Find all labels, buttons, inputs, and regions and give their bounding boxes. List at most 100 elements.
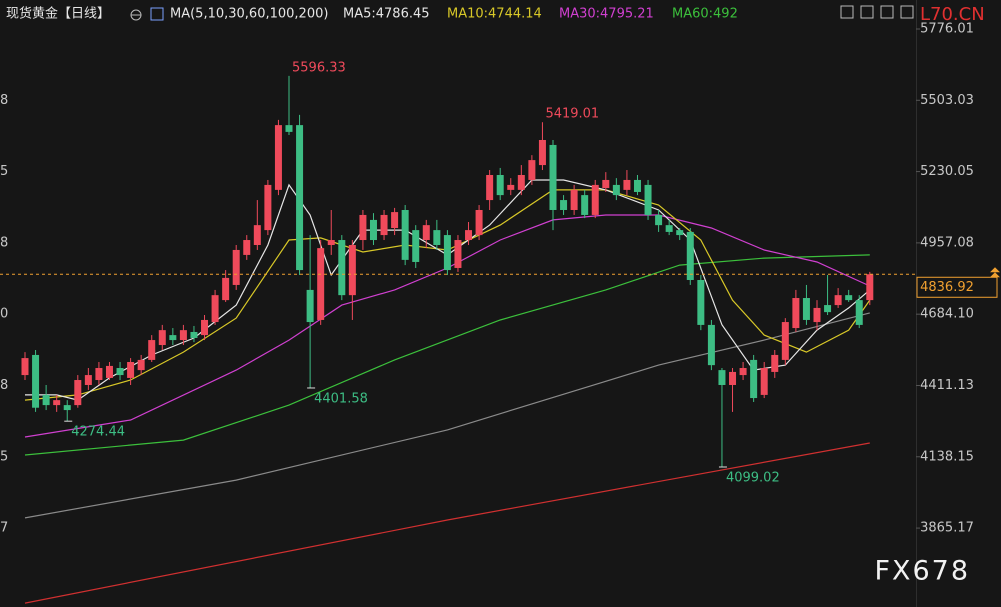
candle-body <box>834 295 842 306</box>
header-icons <box>130 5 914 21</box>
candle-body <box>74 380 82 406</box>
candle-body <box>211 295 219 323</box>
candle-body <box>222 277 230 301</box>
left-axis-fragment: 7 <box>0 521 8 536</box>
chart-title: 现货黄金【日线】 <box>6 6 110 22</box>
legend-entry: MA60:492 <box>672 7 738 22</box>
candle-body <box>676 230 684 236</box>
candle-body <box>443 235 451 271</box>
ma-line <box>24 254 870 456</box>
candle-body <box>42 394 50 406</box>
source-mark: L70.CN <box>920 4 985 25</box>
candle-body <box>348 244 356 296</box>
candle-body <box>454 240 462 268</box>
candle-body <box>380 214 388 236</box>
candle-body <box>824 305 832 313</box>
candle-body <box>53 400 61 406</box>
icon[interactable] <box>150 7 164 21</box>
candle-body <box>486 174 494 201</box>
toolbar-button[interactable] <box>840 5 854 19</box>
candle-body <box>697 279 705 325</box>
candle-body <box>369 219 377 241</box>
candle-body <box>21 358 29 376</box>
candle-body <box>560 200 568 210</box>
y-tick-label: 4957.08 <box>920 235 974 250</box>
candle-body <box>781 322 789 360</box>
candle-body <box>665 225 673 232</box>
candle-body <box>602 179 610 189</box>
candle-body <box>528 160 536 180</box>
candle-body <box>95 368 103 381</box>
watermark: FX678 <box>874 556 970 587</box>
left-axis-fragment: 0 <box>0 307 8 322</box>
candle-body <box>306 289 314 323</box>
indicator-label: MA(5,10,30,60,100,200) <box>170 7 328 22</box>
candle-body <box>750 359 758 399</box>
candle-body <box>169 335 177 341</box>
candle-body <box>433 230 441 245</box>
legend-entry: MA10:4744.14 <box>447 7 542 22</box>
candle-body <box>845 295 853 301</box>
high-annotation: 5419.01 <box>545 107 599 122</box>
candle-body <box>633 179 641 192</box>
candle-body <box>401 209 409 260</box>
candle-body <box>465 230 473 241</box>
left-axis-fragment: 8 <box>0 93 8 108</box>
plot-area <box>21 75 874 604</box>
candle-body <box>496 174 504 196</box>
candle-body <box>623 179 631 190</box>
candle-body <box>116 368 124 376</box>
y-tick-label: 4684.10 <box>920 307 974 322</box>
candle-body <box>855 300 863 325</box>
left-axis-fragment: 5 <box>0 449 8 464</box>
low-annotation: 4099.02 <box>726 470 780 485</box>
legend-entry: MA30:4795.21 <box>559 7 654 22</box>
candle-body <box>866 274 874 301</box>
left-axis-fragment: 5 <box>0 164 8 179</box>
y-tick-label: 4138.15 <box>920 449 974 464</box>
candle-body <box>391 212 399 229</box>
candle-body <box>359 214 367 241</box>
candle-body <box>581 195 589 215</box>
candle-body <box>148 340 156 360</box>
y-tick-label: 5503.03 <box>920 93 974 108</box>
candle-body <box>644 184 652 215</box>
candle-body <box>253 225 261 245</box>
candle-body <box>718 370 726 385</box>
candle-body <box>507 184 515 190</box>
toolbar-button[interactable] <box>900 5 914 19</box>
candle-body <box>232 249 240 285</box>
candle-body <box>105 365 113 378</box>
candle-body <box>32 354 40 408</box>
candle-body <box>190 331 198 338</box>
toolbar-button[interactable] <box>880 5 894 19</box>
left-axis-fragment: 8 <box>0 235 8 250</box>
candle-body <box>243 240 251 255</box>
left-axis-fragment: 8 <box>0 378 8 393</box>
candle-body <box>84 375 92 385</box>
candle-body <box>158 330 166 346</box>
candle-body <box>739 368 747 376</box>
candle-body <box>655 214 663 226</box>
last-price-label: 4836.92 <box>920 280 974 295</box>
toolbar-button[interactable] <box>860 5 874 19</box>
candle-body <box>729 371 737 385</box>
candle-body <box>802 298 810 320</box>
y-tick-label: 5230.05 <box>920 164 974 179</box>
candle-body <box>760 368 768 395</box>
legend-entry: MA5:4786.45 <box>343 7 430 22</box>
y-tick-label: 3865.17 <box>920 521 974 536</box>
high-annotation: 5596.33 <box>292 60 346 75</box>
candle-body <box>612 184 620 196</box>
y-tick-label: 4411.13 <box>920 378 974 393</box>
low-annotation: 4401.58 <box>314 391 368 406</box>
candle-body <box>538 139 546 166</box>
low-annotation: 4274.44 <box>71 425 125 440</box>
candle-body <box>707 324 715 366</box>
candle-body <box>285 125 293 132</box>
candle-body <box>127 362 135 378</box>
y-tick-label: 5776.01 <box>920 21 974 36</box>
